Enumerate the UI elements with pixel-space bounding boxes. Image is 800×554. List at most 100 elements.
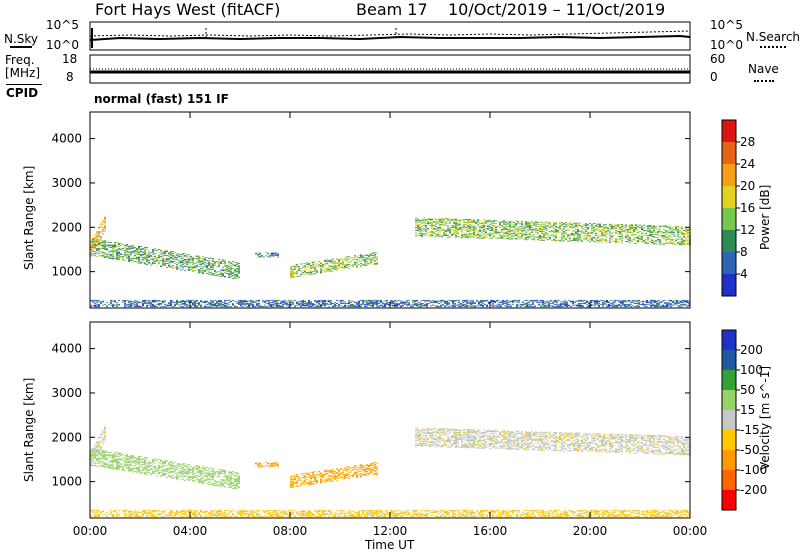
- echo-cell: [104, 456, 106, 458]
- echo-cell: [320, 268, 322, 270]
- echo-cell: [208, 274, 210, 275]
- echo-cell: [104, 452, 106, 453]
- echo-cell: [132, 248, 134, 249]
- echo-cell: [108, 251, 110, 253]
- echo-cell: [102, 252, 104, 253]
- echo-cell: [156, 248, 158, 250]
- echo-cell: [168, 260, 170, 262]
- echo-cell: [176, 268, 178, 270]
- echo-cell: [100, 237, 102, 238]
- echo-cell: [208, 265, 210, 267]
- echo-cell: [138, 257, 140, 258]
- echo-cell: [130, 259, 132, 260]
- echo-cell: [269, 253, 271, 255]
- nsky-trace: [89, 34, 691, 41]
- echo-cell: [102, 457, 104, 458]
- echo-cell: [210, 264, 212, 265]
- echo-cell: [96, 242, 98, 244]
- echo-cell: [92, 241, 94, 243]
- echo-cell: [267, 255, 269, 257]
- echo-cell: [120, 255, 122, 257]
- echo-cell: [312, 262, 314, 264]
- echo-cell: [170, 251, 172, 252]
- echo-cell: [174, 259, 176, 260]
- echo-cell: [116, 244, 118, 246]
- echo-cell: [110, 257, 112, 259]
- echo-cell: [144, 262, 146, 264]
- echo-cell: [212, 274, 214, 276]
- echo-cell: [220, 272, 222, 273]
- echo-cell: [104, 246, 106, 248]
- echo-cell: [100, 256, 102, 258]
- echo-cell: [238, 268, 240, 270]
- echo-cell: [218, 265, 220, 267]
- echo-cell: [144, 246, 146, 248]
- echo-cell: [182, 255, 184, 257]
- echo-cell: [236, 275, 238, 277]
- echo-cell: [226, 266, 228, 268]
- echo-cell: [267, 252, 269, 254]
- echo-cell: [222, 262, 224, 264]
- echo-cell: [134, 247, 136, 249]
- echo-cell: [96, 245, 98, 247]
- echo-cell: [338, 265, 340, 267]
- echo-cell: [92, 253, 94, 255]
- echo-cell: [334, 268, 336, 269]
- echo-cell: [178, 253, 180, 254]
- echo-cell: [116, 452, 118, 454]
- echo-cell: [184, 270, 186, 271]
- echo-cell: [304, 262, 306, 264]
- echo-cell: [102, 222, 104, 224]
- echo-cell: [142, 259, 144, 261]
- echo-cell: [178, 260, 180, 262]
- echo-cell: [346, 261, 348, 263]
- echo-cell: [152, 253, 154, 255]
- echo-cell: [122, 253, 124, 255]
- echo-cell: [114, 459, 116, 460]
- echo-cell: [106, 457, 108, 459]
- echo-cell: [214, 272, 216, 274]
- echo-cell: [344, 258, 346, 260]
- echo-cell: [196, 261, 198, 263]
- echo-cell: [296, 271, 298, 273]
- echo-cell: [168, 252, 170, 254]
- echo-cell: [146, 257, 148, 259]
- echo-cell: [108, 467, 110, 469]
- echo-cell: [112, 253, 114, 255]
- echo-cell: [255, 252, 257, 254]
- echo-cell: [118, 249, 120, 250]
- echo-cell: [126, 258, 128, 260]
- echo-cell: [150, 255, 152, 256]
- echo-cell: [128, 246, 130, 248]
- echo-cell: [100, 242, 102, 244]
- echo-cell: [114, 251, 116, 253]
- echo-cell: [192, 263, 194, 265]
- echo-cell: [102, 248, 104, 249]
- echo-cell: [92, 461, 94, 462]
- echo-cell: [322, 264, 324, 265]
- echo-cell: [138, 245, 140, 247]
- echo-cell: [98, 250, 100, 252]
- echo-cell: [232, 274, 234, 276]
- echo-cell: [222, 260, 224, 262]
- echo-cell: [204, 271, 206, 272]
- echo-cell: [158, 249, 160, 250]
- echo-cell: [124, 248, 126, 250]
- echo-cell: [316, 267, 318, 269]
- echo-cell: [100, 254, 102, 256]
- echo-cell: [224, 269, 226, 271]
- echo-cell: [160, 255, 162, 257]
- echo-cell: [134, 250, 136, 252]
- echo-cell: [148, 255, 150, 257]
- echo-cell: [98, 244, 100, 245]
- echo-cell: [168, 258, 170, 260]
- echo-cell: [116, 456, 118, 458]
- echo-cell: [174, 266, 176, 268]
- echo-cell: [156, 260, 158, 262]
- echo-cell: [208, 268, 210, 270]
- echo-cell: [344, 265, 346, 267]
- echo-cell: [140, 256, 142, 258]
- echo-cell: [218, 266, 220, 267]
- echo-cell: [120, 254, 122, 255]
- echo-cell: [308, 263, 310, 265]
